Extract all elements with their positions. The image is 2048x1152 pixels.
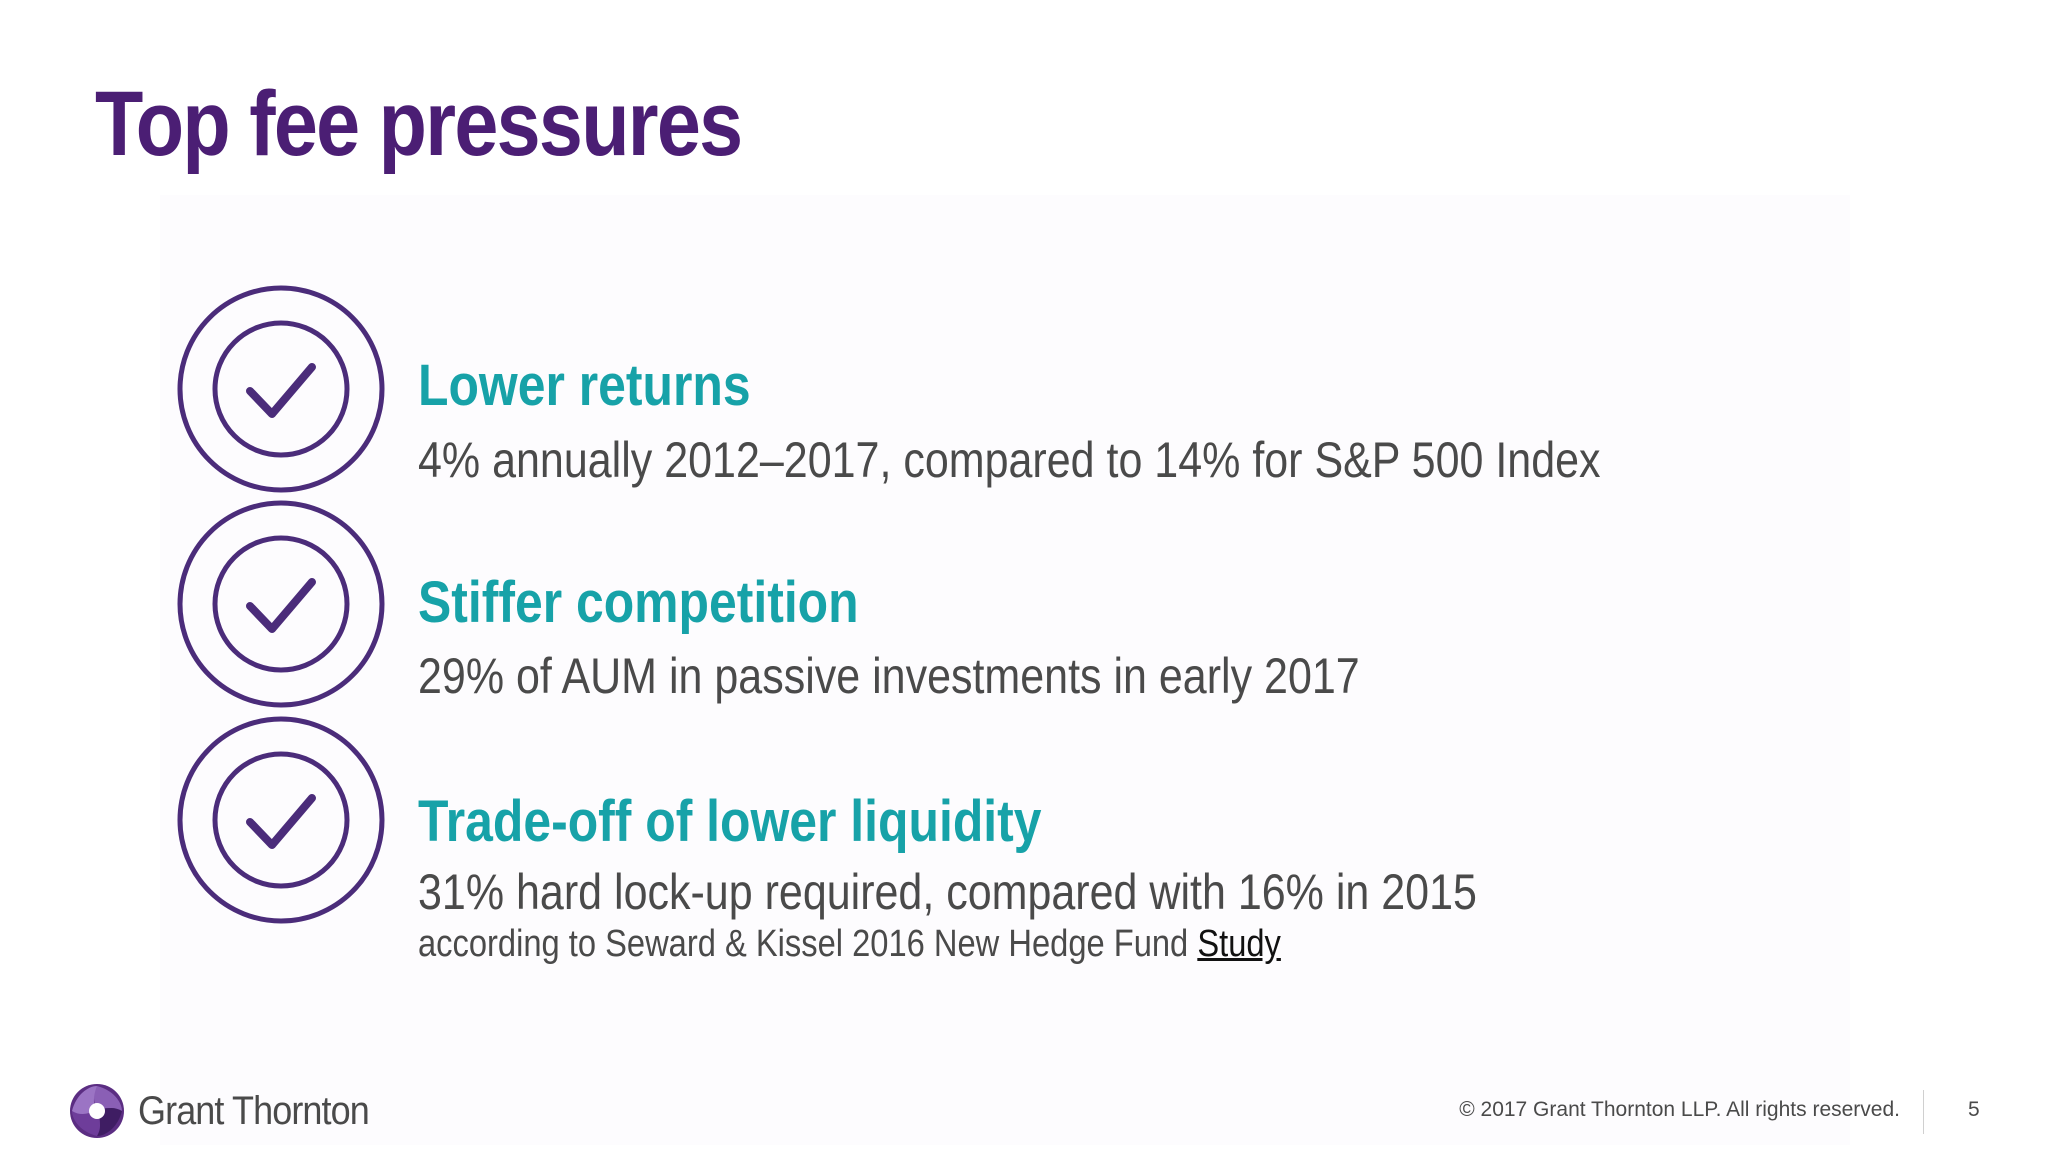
logo-text: Grant Thornton	[138, 1088, 370, 1133]
item-description: 29% of AUM in passive investments in ear…	[418, 648, 1360, 704]
fee-pressure-item: Trade-off of lower liquidity 31% hard lo…	[160, 711, 1860, 963]
page-number: 5	[1968, 1098, 1980, 1121]
item-heading: Lower returns	[418, 353, 751, 418]
item-description: 31% hard lock-up required, compared with…	[418, 864, 1477, 920]
source-note-text: according to Seward & Kissel 2016 New He…	[418, 923, 1198, 965]
item-heading: Stiffer competition	[418, 570, 859, 635]
check-circle-icon	[177, 716, 385, 924]
check-circle-icon	[177, 285, 385, 493]
footer-divider	[1923, 1090, 1924, 1134]
check-circle-icon	[177, 500, 385, 708]
content-panel: Lower returns 4% annually 2012–2017, com…	[160, 195, 1850, 1145]
copyright-text: © 2017 Grant Thornton LLP. All rights re…	[1459, 1098, 1900, 1121]
study-link[interactable]: Study	[1197, 923, 1281, 965]
source-note: according to Seward & Kissel 2016 New He…	[418, 925, 1281, 963]
fee-pressure-item: Stiffer competition 29% of AUM in passiv…	[160, 495, 1860, 715]
fee-pressure-item: Lower returns 4% annually 2012–2017, com…	[160, 280, 1860, 500]
slide-title: Top fee pressures	[95, 73, 743, 175]
grant-thornton-logo: Grant Thornton	[68, 1082, 395, 1140]
item-heading: Trade-off of lower liquidity	[418, 789, 1042, 854]
logo-icon	[70, 1084, 124, 1138]
item-description: 4% annually 2012–2017, compared to 14% f…	[418, 432, 1601, 488]
